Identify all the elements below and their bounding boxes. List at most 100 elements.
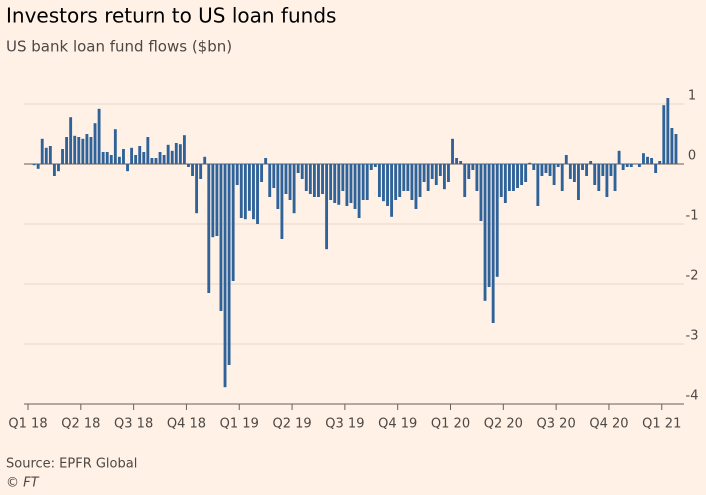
bar bbox=[536, 164, 540, 206]
bar bbox=[442, 164, 446, 190]
bar bbox=[337, 164, 341, 205]
bar bbox=[467, 164, 471, 179]
bar bbox=[629, 164, 633, 167]
bar bbox=[207, 164, 211, 293]
bar bbox=[377, 164, 381, 197]
bar bbox=[166, 144, 170, 164]
bar bbox=[308, 164, 312, 194]
bar bbox=[215, 164, 219, 236]
bar bbox=[162, 155, 166, 164]
bar bbox=[93, 123, 97, 164]
bar bbox=[170, 150, 174, 164]
bar bbox=[321, 164, 324, 194]
bar bbox=[447, 164, 450, 182]
bar bbox=[609, 164, 613, 176]
x-tick-label: Q4 18 bbox=[167, 417, 206, 432]
bar bbox=[288, 164, 292, 200]
bar bbox=[422, 164, 426, 182]
bar bbox=[548, 164, 552, 176]
bar bbox=[117, 156, 121, 164]
bar bbox=[475, 164, 479, 191]
bar bbox=[89, 137, 93, 164]
bar bbox=[345, 164, 349, 206]
bar bbox=[369, 164, 373, 170]
bar bbox=[414, 164, 418, 209]
bar bbox=[463, 164, 467, 197]
bar bbox=[260, 164, 264, 182]
bar bbox=[540, 164, 544, 176]
bar bbox=[276, 164, 280, 209]
bar bbox=[73, 135, 77, 164]
bar bbox=[564, 155, 568, 164]
bar bbox=[329, 164, 333, 200]
bar bbox=[544, 164, 548, 173]
bar bbox=[81, 138, 85, 164]
bar bbox=[418, 164, 422, 197]
x-tick-label: Q4 20 bbox=[589, 417, 628, 432]
bar bbox=[126, 164, 129, 172]
bar bbox=[402, 164, 406, 191]
bar bbox=[292, 164, 296, 214]
bar bbox=[483, 164, 487, 301]
bar bbox=[150, 158, 154, 164]
source: Source: EPFR Global bbox=[6, 457, 137, 472]
bar bbox=[654, 164, 658, 173]
bar bbox=[211, 164, 215, 238]
bar bbox=[268, 164, 272, 197]
bar bbox=[572, 164, 576, 182]
bar bbox=[398, 164, 402, 197]
bar bbox=[77, 137, 81, 164]
bar bbox=[459, 161, 463, 164]
bar bbox=[621, 164, 625, 170]
bar bbox=[109, 155, 113, 164]
bar bbox=[597, 164, 601, 191]
bar bbox=[637, 164, 641, 167]
chart-title: Investors return to US loan funds bbox=[6, 4, 336, 28]
x-tick-label: Q3 19 bbox=[325, 417, 364, 432]
y-tick-label: -1 bbox=[686, 209, 699, 224]
bar bbox=[625, 164, 629, 167]
bar bbox=[642, 153, 645, 164]
bar bbox=[390, 164, 394, 217]
bar bbox=[516, 164, 519, 188]
bar bbox=[146, 137, 150, 164]
bar bbox=[430, 164, 434, 179]
bar bbox=[105, 152, 109, 164]
bar bbox=[69, 117, 73, 164]
bar bbox=[223, 164, 227, 388]
bar bbox=[426, 164, 430, 191]
bar bbox=[122, 149, 125, 164]
bar bbox=[61, 149, 64, 164]
x-tick-label: Q1 18 bbox=[8, 417, 47, 432]
bar bbox=[296, 164, 300, 173]
y-tick-label: -3 bbox=[686, 329, 699, 344]
bar bbox=[670, 128, 674, 164]
x-tick-label: Q2 18 bbox=[61, 417, 100, 432]
bar bbox=[495, 164, 499, 277]
bar bbox=[650, 158, 654, 164]
bar bbox=[97, 108, 101, 164]
bar bbox=[487, 164, 491, 287]
bar bbox=[552, 164, 556, 185]
bar bbox=[325, 164, 329, 250]
bar bbox=[605, 164, 609, 197]
bar bbox=[353, 164, 357, 209]
bar bbox=[556, 164, 560, 167]
bar bbox=[231, 164, 235, 281]
bar bbox=[142, 152, 146, 164]
bar bbox=[406, 164, 410, 191]
bar bbox=[178, 144, 182, 164]
bar bbox=[203, 156, 207, 164]
bar bbox=[256, 164, 259, 224]
bar bbox=[182, 135, 186, 164]
chart-subtitle: US bank loan fund flows ($bn) bbox=[6, 38, 232, 56]
bar bbox=[658, 161, 662, 164]
bar bbox=[272, 164, 276, 188]
bar bbox=[252, 164, 255, 220]
bar bbox=[130, 147, 134, 164]
bar bbox=[646, 156, 649, 164]
bar bbox=[507, 164, 511, 191]
bar bbox=[85, 134, 89, 164]
bar bbox=[333, 164, 337, 203]
